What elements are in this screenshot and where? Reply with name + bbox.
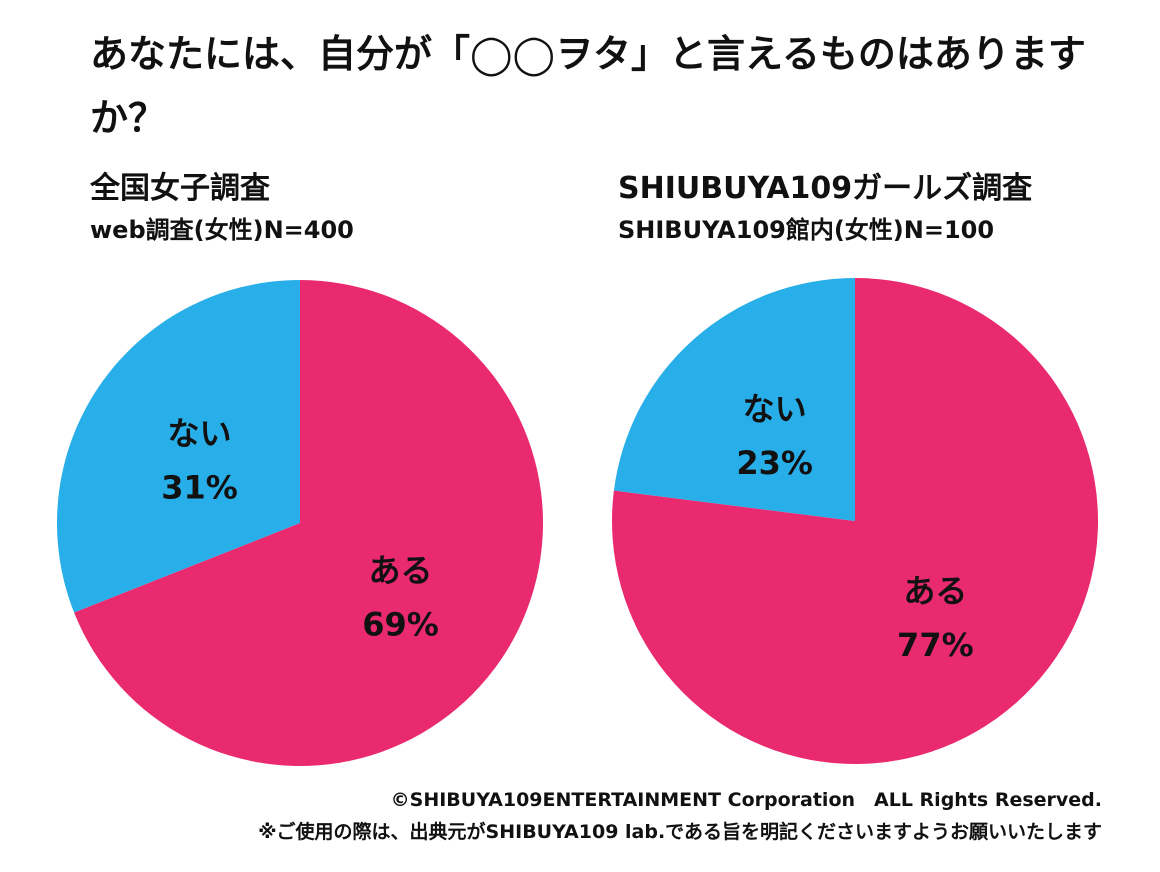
left-slice-label-nai: ない bbox=[168, 415, 232, 453]
left-slice-value-aru: 69% bbox=[362, 605, 439, 643]
right-slice-label-aru: ある bbox=[903, 572, 967, 610]
left-slice-label-aru: ある bbox=[368, 551, 432, 589]
right-chart-subtitle: SHIBUYA109館内(女性)N=100 bbox=[618, 216, 995, 244]
right-slice-label-nai: ない bbox=[743, 390, 807, 428]
right-pie-slice-nai bbox=[613, 278, 855, 521]
left-chart-subtitle: web調査(女性)N=400 bbox=[90, 216, 354, 244]
left-pie-slice-aru bbox=[74, 280, 543, 767]
left-chart-title: 全国女子調査 bbox=[90, 171, 270, 206]
right-slice-value-aru: 77% bbox=[897, 626, 974, 664]
copyright-text: ©SHIBUYA109ENTERTAINMENT Corporation ALL… bbox=[390, 789, 1102, 811]
chart-title: あなたには、自分が「◯◯ヲタ」と言えるものはありますか？ bbox=[90, 32, 1086, 140]
left-slice-value-nai: 31% bbox=[161, 469, 238, 507]
right-chart-header: SHIUBUYA109ガールズ調査 SHIBUYA109館内(女性)N=100 bbox=[618, 166, 1032, 248]
right-pie-slice-aru bbox=[611, 278, 1098, 764]
right-slice-value-nai: 23% bbox=[736, 444, 813, 482]
left-chart-header: 全国女子調査 web調査(女性)N=400 bbox=[90, 166, 354, 248]
right-chart-title: SHIUBUYA109ガールズ調査 bbox=[618, 171, 1033, 206]
usage-notice: ※ご使用の際は、出典元がSHIBUYA109 lab.である旨を明記くださいます… bbox=[258, 821, 1102, 843]
left-pie-slice-nai bbox=[57, 280, 301, 613]
